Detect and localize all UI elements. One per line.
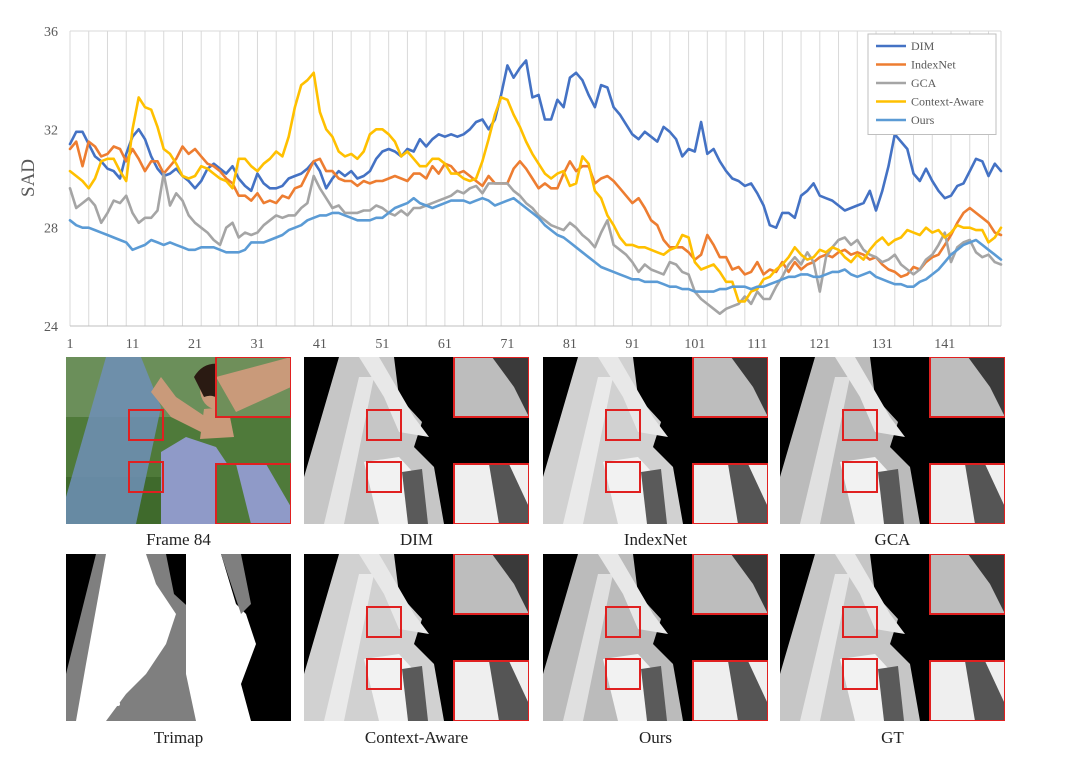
series-line-dim — [68, 59, 1003, 229]
x-axis-ticks: 1 11 21 31 41 51 61 71 81 91 101 111 121 131 141 — [67, 337, 956, 350]
legend-label: Context-Aware — [911, 95, 984, 109]
panel-caption: Ours — [638, 728, 673, 747]
y-axis-label: SAD — [18, 159, 39, 197]
x-tick-label: 141 — [934, 337, 955, 350]
legend-label: DIM — [911, 39, 935, 53]
series-line-ours — [68, 196, 1003, 293]
panel-caption: GT — [881, 728, 904, 747]
x-tick-label: 61 — [438, 337, 452, 350]
panel-context-aware — [304, 554, 529, 721]
panel-caption: Frame 84 — [146, 530, 211, 549]
x-tick-label: 1 — [67, 337, 74, 350]
x-tick-label: 121 — [809, 337, 830, 350]
y-tick-label: 32 — [44, 123, 58, 138]
y-axis-ticks: 24 28 32 36 — [44, 25, 58, 335]
panel-indexnet — [543, 357, 768, 524]
panel-caption: Trimap — [153, 728, 204, 747]
panel-gt — [780, 554, 1005, 721]
x-tick-label: 111 — [747, 337, 767, 350]
series-line-indexnet — [68, 140, 1003, 279]
panel-trimap — [66, 554, 291, 721]
y-tick-label: 24 — [44, 320, 58, 335]
series-line-gca — [68, 172, 1003, 316]
panel-caption: DIM — [399, 530, 434, 549]
panel-caption: GCA — [874, 530, 911, 549]
series-line-context-aware — [68, 71, 1003, 303]
x-tick-label: 71 — [500, 337, 514, 350]
y-tick-label: 28 — [44, 222, 58, 237]
y-tick-label: 36 — [44, 25, 58, 40]
legend-label: Ours — [911, 113, 935, 127]
panel-caption: Context-Aware — [364, 728, 469, 747]
panel-frame-84 — [66, 357, 291, 524]
legend-label: GCA — [911, 76, 937, 90]
x-tick-label: 31 — [250, 337, 264, 350]
x-tick-label: 51 — [375, 337, 389, 350]
x-tick-label: 11 — [126, 337, 139, 350]
panel-dim — [304, 357, 529, 524]
panel-caption: IndexNet — [623, 530, 688, 549]
chart-series — [68, 59, 1003, 316]
panel-gca — [780, 357, 1005, 524]
x-tick-label: 41 — [313, 337, 327, 350]
legend-label: IndexNet — [911, 58, 956, 72]
x-tick-label: 131 — [872, 337, 893, 350]
x-tick-label: 81 — [563, 337, 577, 350]
panel-ours — [543, 554, 768, 721]
chart-grid — [69, 30, 1002, 327]
x-tick-label: 91 — [625, 337, 639, 350]
chart-legend: DIM IndexNet GCA Context-Aware Ours — [867, 33, 997, 135]
x-tick-label: 21 — [188, 337, 202, 350]
x-tick-label: 101 — [684, 337, 705, 350]
